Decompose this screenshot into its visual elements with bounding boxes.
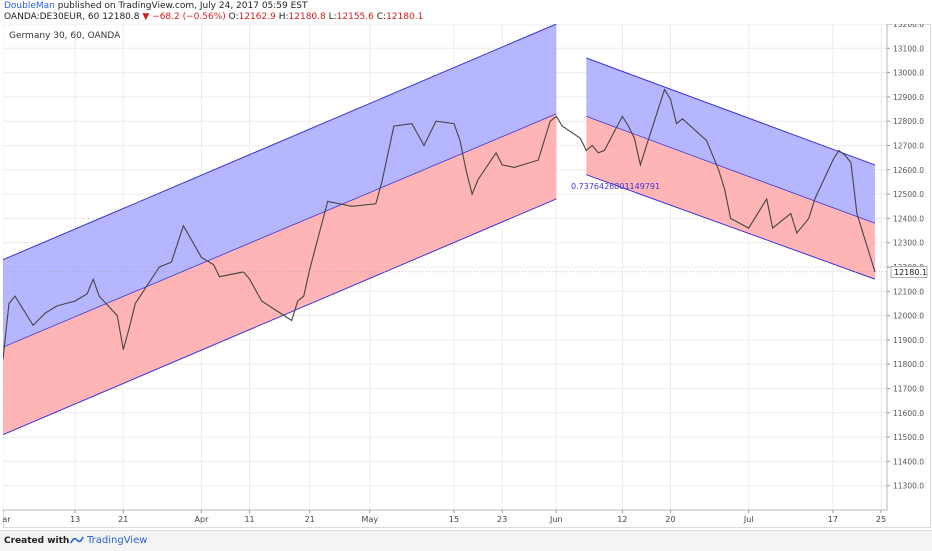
chart-header: DoubleMan published on TradingView.com, … [0, 0, 932, 24]
created-with-label: Created with [4, 536, 70, 546]
channel-lower-band [586, 116, 875, 280]
time-tick-label: 21 [305, 515, 315, 524]
channel-line [586, 174, 876, 280]
channel-annotation: 0.7376426801149791 [571, 182, 660, 191]
publish-line: DoubleMan published on TradingView.com, … [4, 1, 308, 11]
price-tick-label: 11800.0 [893, 360, 924, 369]
footer-bar: Created with TradingView [0, 530, 932, 551]
price-tick-label: 11500.0 [893, 433, 924, 442]
price-tick-label: 11700.0 [893, 385, 924, 394]
price-tick-label: 12900.0 [893, 93, 924, 102]
price-tick-label: 12700.0 [893, 142, 924, 151]
price-tick-label: 13000.0 [893, 69, 924, 78]
brand-label: TradingView [87, 535, 148, 546]
time-tick-label: Jun [549, 515, 563, 524]
channel-line [2, 23, 557, 261]
price-tick-label: 11600.0 [893, 409, 924, 418]
time-tick-label: Jul [743, 515, 754, 524]
chart-frame[interactable]: 11300.0 11400.0 11500.0 11600.0 11700.0 11800… [0, 20, 932, 529]
price-tick-label: 12800.0 [893, 117, 924, 126]
tradingview-brand[interactable]: TradingView [70, 535, 147, 546]
down-arrow-icon: ▼ [142, 12, 150, 22]
time-tick-label: 11 [244, 515, 254, 524]
time-tick-label: Apr [195, 515, 210, 524]
price-tick-label: 11400.0 [893, 457, 924, 466]
chart-symbol-label: Germany 30, 60, OANDA [9, 31, 121, 41]
price-axis[interactable]: 11300.0 11400.0 11500.0 11600.0 11700.0 11800… [886, 20, 924, 510]
price-line [2, 88, 876, 360]
price-tick-label: 13200.0 [893, 24, 924, 29]
channel-lower-band [3, 113, 557, 435]
open-value: 12162.9 [238, 12, 276, 22]
price-tag-box [890, 266, 928, 278]
low-value: 12155.6 [336, 12, 374, 22]
time-tick-label: 12 [617, 515, 627, 524]
price-tick-label: 12600.0 [893, 166, 924, 175]
high-value: 12180.8 [288, 12, 326, 22]
current-price-tag: 12180.1 [894, 268, 927, 277]
last-price: 12180.8 [102, 12, 140, 22]
channel-line [586, 57, 876, 166]
time-tick-label: 13 [70, 515, 80, 524]
price-tick-label: 11900.0 [893, 336, 924, 345]
low-label: L: [328, 12, 337, 22]
price-series [2, 88, 887, 360]
open-label: O: [228, 12, 239, 22]
price-tick-label: 12500.0 [893, 190, 924, 199]
time-tick-label: 23 [497, 515, 507, 524]
time-tick-label: Mar [3, 515, 11, 524]
symbol-label: OANDA:DE30EUR, 60 [4, 12, 100, 22]
channel-line [586, 115, 876, 224]
channel-bands [2, 23, 876, 436]
time-axis[interactable]: Mar 13 21 Apr 11 21 May 15 23 Jun 12 20 Jul 17 25 [0, 509, 887, 524]
price-tick-label: 12300.0 [893, 239, 924, 248]
time-tick-label: May [362, 515, 379, 524]
tradingview-logo-icon [70, 536, 84, 544]
price-change: −68.2 (−0.56%) [152, 12, 226, 22]
channel-line [2, 113, 557, 348]
quote-line: OANDA:DE30EUR, 60 12180.8 ▼ −68.2 (−0.56… [4, 12, 423, 22]
price-tick-label: 13100.0 [893, 44, 924, 53]
high-label: H: [278, 12, 289, 22]
published-text: published on TradingView.com, July 24, 2… [57, 1, 308, 11]
price-tick-label: 12000.0 [893, 312, 924, 321]
time-tick-label: 15 [449, 515, 459, 524]
channel-upper-band [586, 58, 875, 224]
channel-line [2, 198, 557, 436]
close-label: C: [376, 12, 387, 22]
price-tick-label: 12100.0 [893, 287, 924, 296]
price-chart[interactable]: 11300.0 11400.0 11500.0 11600.0 11700.0 11800… [0, 20, 932, 529]
author-link[interactable]: DoubleMan [4, 1, 55, 11]
time-tick-label: 20 [665, 515, 675, 524]
close-value: 12180.1 [386, 12, 424, 22]
channel-upper-band [3, 24, 557, 348]
time-tick-label: 17 [828, 515, 838, 524]
price-tick-label: 11300.0 [893, 482, 924, 491]
time-tick-label: 21 [118, 515, 128, 524]
price-tick-label: 12400.0 [893, 214, 924, 223]
time-tick-label: 25 [876, 515, 886, 524]
